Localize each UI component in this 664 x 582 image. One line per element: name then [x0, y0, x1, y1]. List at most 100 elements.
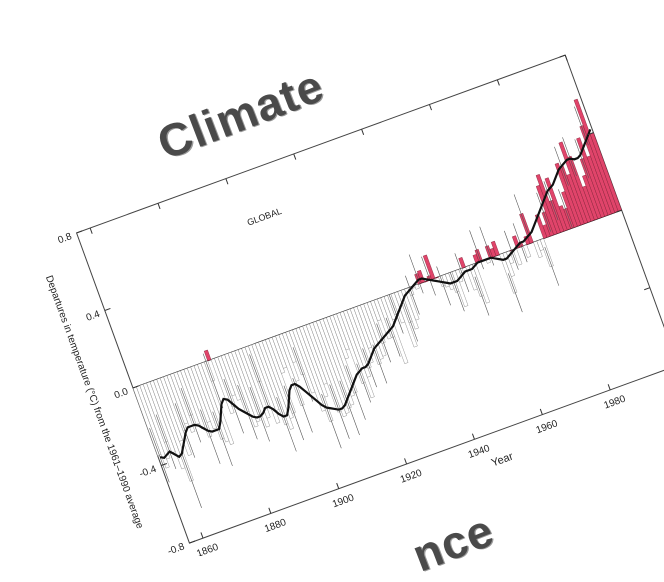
bar-1983 [544, 177, 568, 232]
error-bar-1916 [356, 363, 372, 403]
bar-1936 [404, 287, 420, 321]
error-bar-1949 [449, 272, 465, 312]
error-bar-1982 [543, 181, 559, 221]
bar-1942 [424, 280, 429, 283]
error-bar-1895 [283, 385, 305, 441]
error-bar-1871 [200, 409, 221, 464]
x-tick-1980 [607, 384, 611, 391]
error-bar-1991 [562, 137, 577, 177]
x-tick-1940 [471, 433, 475, 440]
y-tick-label-2: 0.0 [113, 386, 130, 401]
error-bar-1985 [558, 189, 573, 229]
error-bar-1958 [469, 230, 484, 270]
x-tick-label-1920: 1920 [399, 468, 424, 486]
error-bar-1898 [292, 378, 313, 433]
y-tick-label-0: -0.8 [166, 541, 186, 556]
error-bar-1928 [385, 317, 401, 357]
error-bar-1862 [181, 453, 202, 508]
x-tick-label-1960: 1960 [535, 418, 560, 436]
temperature-chart: 18601880190019201940196019802000-0.8-0.4… [43, 54, 664, 556]
y-tick-2 [132, 385, 139, 389]
error-bar-1967 [504, 230, 519, 270]
bar-1963 [490, 240, 500, 257]
y-tick-3 [104, 307, 111, 311]
bar-1944 [422, 254, 436, 280]
ticks-layer [76, 54, 651, 544]
error-bar-1931 [388, 294, 404, 334]
error-bar-1919 [362, 348, 377, 388]
bar-1971 [523, 244, 532, 258]
error-bar-1994 [574, 139, 590, 179]
error-bar-1937 [405, 275, 420, 315]
x-tick-1900 [336, 482, 340, 489]
x-tick-top-1960 [429, 104, 432, 111]
y-tick-0 [189, 540, 196, 544]
error-bar-1865 [174, 403, 196, 458]
chart-title: GLOBAL [246, 206, 283, 228]
error-bar-1979 [536, 192, 551, 232]
y-tick-label-3: 0.4 [85, 309, 102, 324]
error-bar-1913 [345, 365, 366, 420]
error-bar-1901 [292, 347, 314, 402]
x-tick-label-1880: 1880 [263, 517, 288, 535]
y-tick-4 [76, 230, 83, 234]
error-bar-1973 [513, 194, 529, 234]
tick-labels-layer: 18601880190019201940196019802000-0.8-0.4… [56, 231, 627, 556]
error-bar-1955 [474, 276, 490, 316]
error-bar-1961 [479, 226, 495, 266]
error-bar-1889 [249, 354, 270, 409]
x-tick-label-1980: 1980 [602, 393, 627, 411]
x-tick-top-1980 [496, 79, 500, 86]
error-bar-1910 [339, 380, 360, 436]
y-tick-right-3 [587, 132, 594, 136]
x-axis-label: Year [490, 450, 515, 469]
error-bar-1886 [249, 387, 270, 442]
y-tick-right-4 [559, 54, 566, 58]
y-tick-1 [161, 463, 168, 466]
error-bar-1934 [403, 302, 418, 342]
y-tick-label-1: -0.4 [138, 464, 158, 480]
x-tick-top-1920 [293, 153, 297, 160]
error-bar-1925 [376, 323, 391, 363]
y-tick-right-2 [615, 209, 622, 213]
x-tick-1880 [268, 507, 272, 514]
error-bar-1922 [372, 344, 388, 384]
bar-1950 [451, 270, 469, 308]
y-tick-right-1 [644, 287, 651, 291]
error-bar-1952 [454, 253, 470, 293]
x-tick-1860 [200, 532, 204, 539]
smoothed-series-line [159, 128, 592, 460]
bar-1878 [203, 349, 212, 362]
bar-1876 [200, 361, 235, 445]
x-tick-1920 [404, 458, 408, 465]
x-tick-top-1900 [225, 178, 229, 185]
error-bar-1877 [202, 353, 224, 409]
error-bar-1907 [329, 384, 350, 439]
error-bar-1964 [507, 273, 523, 313]
error-bar-1856 [149, 427, 170, 483]
x-tick-top-1860 [89, 227, 93, 234]
x-tick-top-2000 [564, 54, 568, 61]
error-bar-1883 [237, 384, 258, 440]
rotated-chart-group: 18601880190019201940196019802000-0.8-0.4… [43, 54, 664, 556]
error-bars-layer [149, 106, 590, 508]
bar-1939 [414, 284, 420, 290]
error-bar-1868 [180, 387, 202, 443]
bar-1953 [458, 257, 466, 269]
error-bar-1874 [212, 411, 233, 467]
x-tick-label-1900: 1900 [331, 492, 356, 510]
error-bar-1943 [421, 256, 436, 296]
y-tick-label-4: 0.8 [56, 231, 73, 246]
error-bar-1946 [436, 266, 451, 306]
x-tick-label-1940: 1940 [467, 443, 492, 461]
bars-layer [132, 98, 622, 482]
bar-1929 [380, 296, 409, 364]
figure-stage: 18601880190019201940196019802000-0.8-0.4… [43, 54, 664, 581]
x-tick-1960 [539, 408, 543, 415]
error-bar-1892 [276, 397, 297, 452]
x-tick-top-1940 [361, 129, 365, 136]
x-tick-top-1880 [157, 203, 161, 210]
error-bar-1940 [408, 254, 424, 294]
error-bar-1904 [321, 393, 342, 449]
x-tick-label-1860: 1860 [195, 542, 220, 556]
